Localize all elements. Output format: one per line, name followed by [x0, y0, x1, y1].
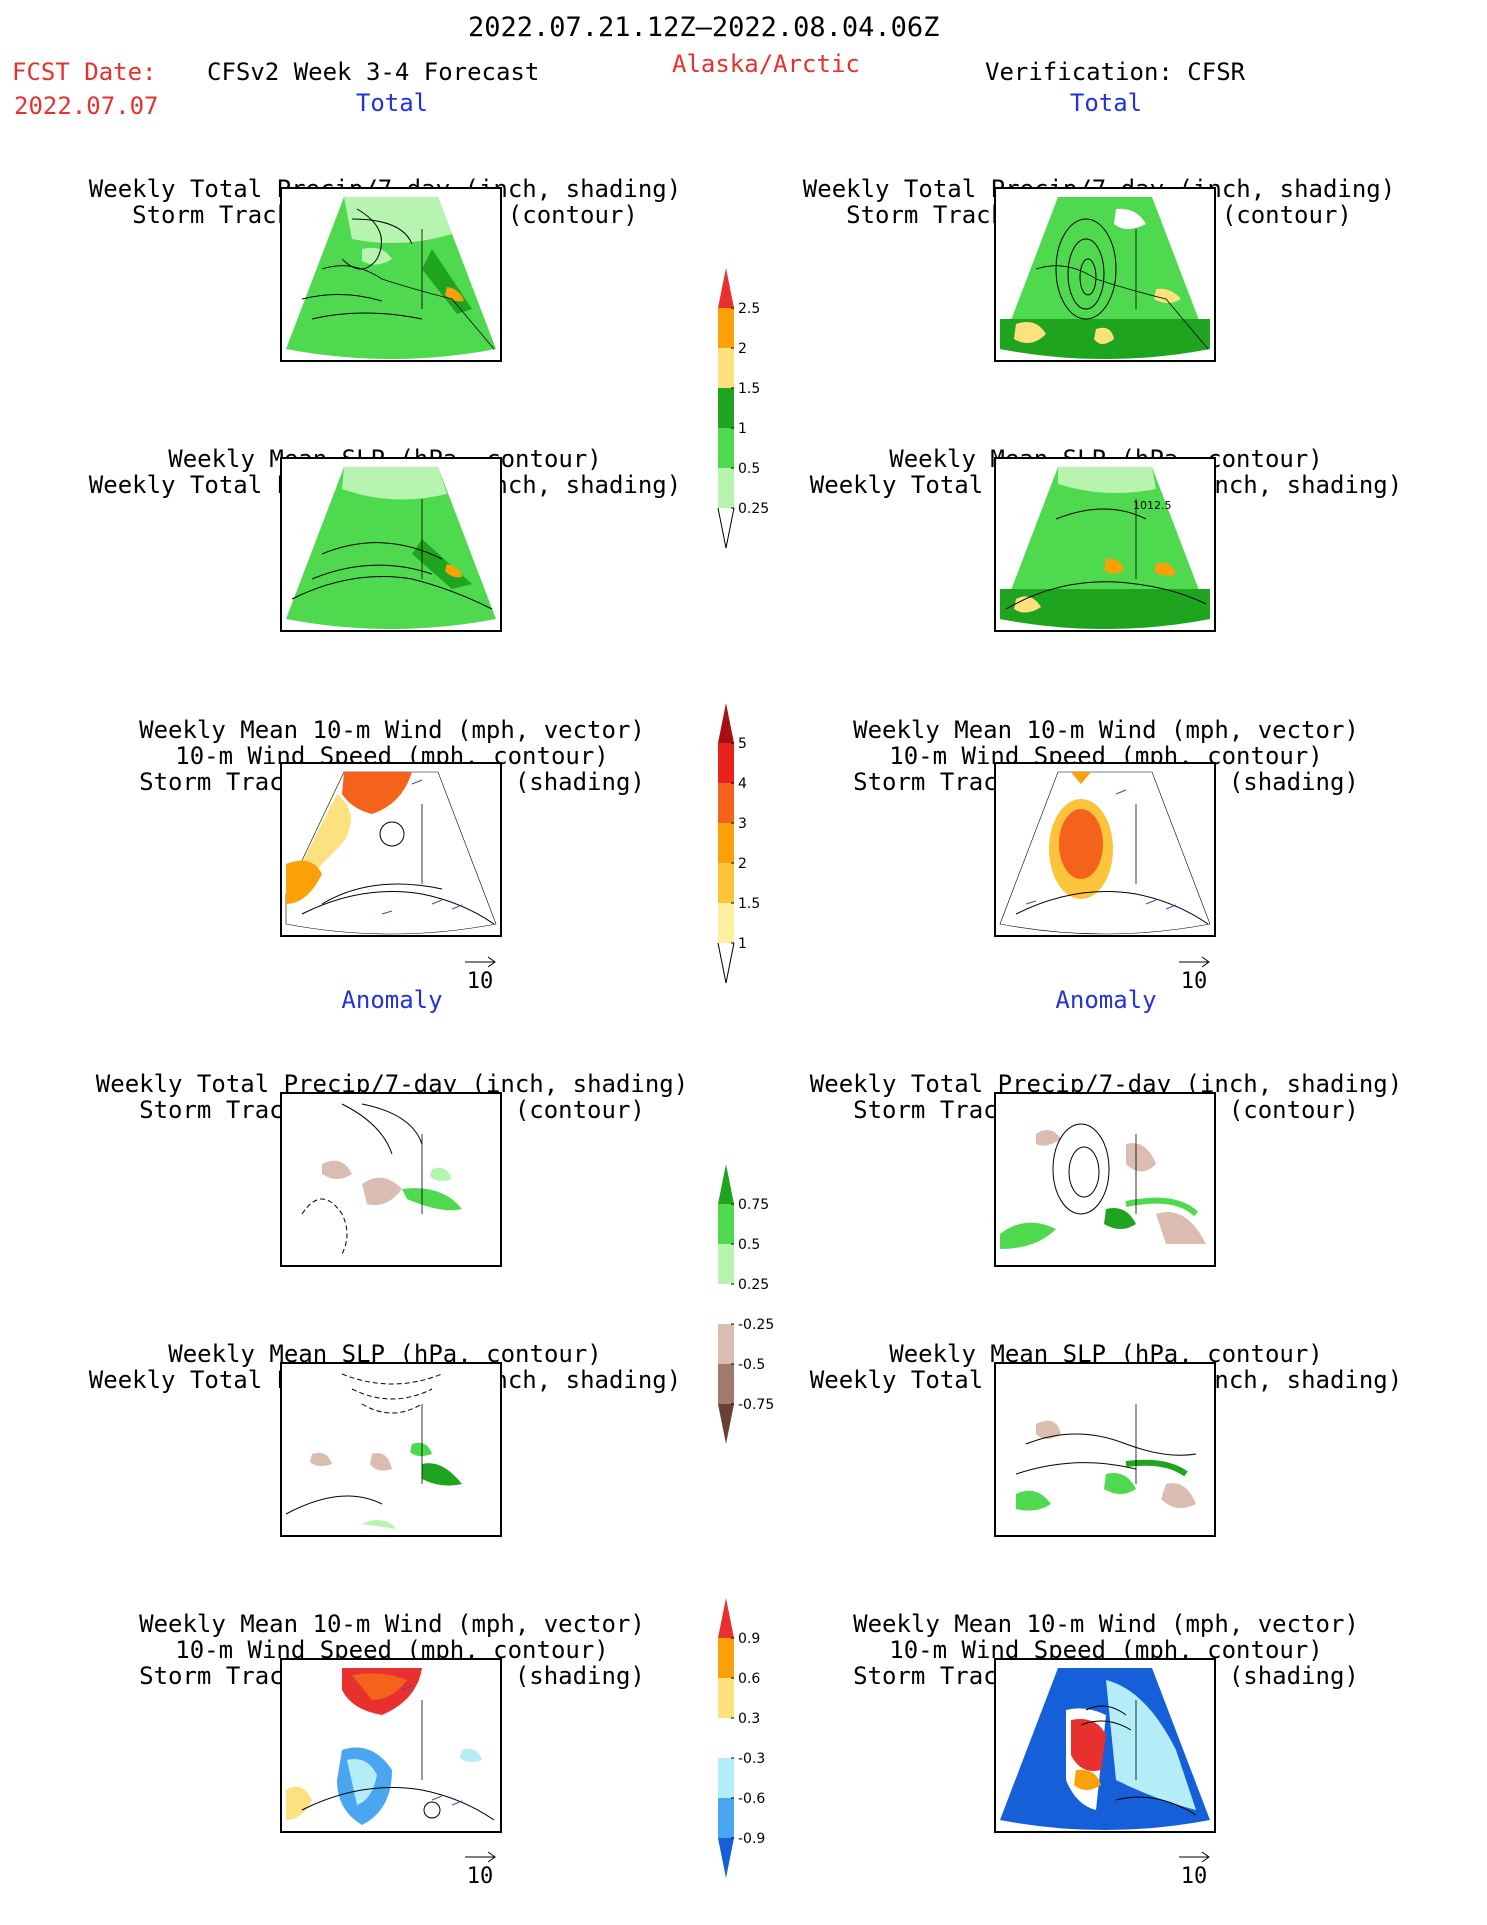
colorbar-svg: 2.5 2 1.5 1 0.5 0.25: [717, 268, 769, 549]
arrow-right-icon: [465, 956, 496, 968]
vector-ref-total-fcst: 10: [450, 955, 510, 994]
colorbar-swatch: [718, 1324, 734, 1364]
colorbar-label: 0.25: [738, 501, 769, 517]
colorbar-swatch: [718, 783, 734, 823]
colorbar-label: 1.5: [738, 896, 760, 912]
colorbar-label: -0.25: [738, 1317, 774, 1333]
colorbar-swatch: [718, 1758, 734, 1798]
colorbar-label: -0.75: [738, 1397, 774, 1413]
arrow-right-icon: [465, 1851, 496, 1863]
colorbar-swatch: [718, 388, 734, 428]
colorbar-svg: 5 4 3 2 1.5 1: [717, 703, 760, 984]
colorbar-label: 0.5: [738, 1237, 760, 1253]
colorbar-swatch: [718, 1244, 734, 1284]
arrow-right-icon: [1179, 1851, 1210, 1863]
colorbar-swatch: [718, 468, 734, 508]
colorbar-swatch: [717, 507, 735, 549]
colorbar-swatch: [718, 1798, 734, 1838]
colorbar-label: 5: [738, 736, 747, 752]
region-label: Alaska/Arctic: [672, 50, 860, 78]
forecast-period: 2022.07.21.12Z—2022.08.04.06Z: [468, 12, 940, 43]
colorbar-swatch: [718, 268, 734, 308]
map-precip-total-verif: [994, 187, 1216, 362]
colorbar-swatch: [718, 1164, 734, 1204]
colorbar-label: 0.75: [738, 1197, 769, 1213]
colorbar-swatch: [718, 1364, 734, 1404]
colorbar-storm-total: 5 4 3 2 1.5 1: [717, 703, 798, 993]
map-wind-anom-verif: [994, 1658, 1216, 1833]
colorbar-swatch: [718, 823, 734, 863]
colorbar-label: 2: [738, 341, 747, 357]
fcst-date-value: 2022.07.07: [14, 92, 159, 120]
colorbar-label: -0.3: [738, 1751, 765, 1767]
colorbar-label: 3: [738, 816, 747, 832]
map-slp-anom-verif: [994, 1362, 1216, 1537]
fcst-date-label: FCST Date:: [12, 58, 157, 86]
colorbar-label: 4: [738, 776, 747, 792]
colorbar-swatch: [718, 1404, 734, 1444]
colorbar-precip-total: 2.5 2 1.5 1 0.5 0.25: [717, 268, 798, 558]
section-total-left: Total: [355, 89, 429, 117]
colorbar-swatch: [717, 942, 735, 984]
colorbar-swatch: [718, 1638, 734, 1678]
map-wind-anom-fcst: [280, 1658, 502, 1833]
colorbar-swatch: [718, 348, 734, 388]
colorbar-label: 0.6: [738, 1671, 760, 1687]
contour-label: 1012.5: [1133, 499, 1172, 512]
map-wind-total-verif: [994, 762, 1216, 937]
colorbar-label: 1: [738, 936, 747, 952]
colorbar-label: 0.9: [738, 1631, 760, 1647]
verification-label: Verification: CFSR: [985, 58, 1246, 86]
colorbar-swatch: [718, 1838, 734, 1878]
colorbar-swatch: [718, 1204, 734, 1244]
colorbar-storm-anom: 0.9 0.6 0.3 -0.3 -0.6 -0.9: [718, 1598, 798, 1918]
colorbar-label: 0.5: [738, 461, 760, 477]
map-wind-total-fcst: [280, 762, 502, 937]
colorbar-swatch: [718, 743, 734, 783]
colorbar-label: 0.3: [738, 1711, 760, 1727]
model-label: CFSv2 Week 3-4 Forecast: [207, 58, 540, 86]
colorbar-swatch: [718, 1284, 734, 1324]
colorbar-label: 2: [738, 856, 747, 872]
vector-ref-anom-verif: 10: [1164, 1850, 1224, 1889]
map-precip-total-fcst: [280, 187, 502, 362]
colorbar-label: -0.9: [738, 1831, 765, 1847]
vector-ref-total-verif: 10: [1164, 955, 1224, 994]
map-slp-anom-fcst: [280, 1362, 502, 1537]
colorbar-swatch: [718, 703, 734, 743]
colorbar-label: -0.5: [738, 1357, 765, 1373]
colorbar-swatch: [718, 428, 734, 468]
section-total-right: Total: [1069, 89, 1143, 117]
colorbar-label: 1: [738, 421, 747, 437]
map-precip-anom-fcst: [280, 1092, 502, 1267]
map-slp-total-fcst: [280, 457, 502, 632]
section-anomaly-right: Anomaly: [1055, 986, 1157, 1014]
colorbar-label: 0.25: [738, 1277, 769, 1293]
colorbar-precip-anom: 0.75 0.5 0.25 -0.25 -0.5 -0.75: [718, 1164, 798, 1484]
colorbar-svg: 0.9 0.6 0.3 -0.3 -0.6 -0.9: [718, 1598, 765, 1878]
map-slp-total-verif: 1012.5: [994, 457, 1216, 632]
colorbar-swatch: [718, 863, 734, 903]
section-anomaly-left: Anomaly: [341, 986, 443, 1014]
colorbar-swatch: [718, 1598, 734, 1638]
colorbar-swatch: [718, 903, 734, 943]
colorbar-swatch: [718, 308, 734, 348]
colorbar-swatch: [718, 1718, 734, 1758]
colorbar-label: 2.5: [738, 301, 760, 317]
vector-ref-anom-fcst: 10: [450, 1850, 510, 1889]
colorbar-svg: 0.75 0.5 0.25 -0.25 -0.5 -0.75: [718, 1164, 774, 1444]
colorbar-label: 1.5: [738, 381, 760, 397]
map-precip-anom-verif: [994, 1092, 1216, 1267]
arrow-right-icon: [1179, 956, 1210, 968]
colorbar-swatch: [718, 1678, 734, 1718]
colorbar-label: -0.6: [738, 1791, 765, 1807]
